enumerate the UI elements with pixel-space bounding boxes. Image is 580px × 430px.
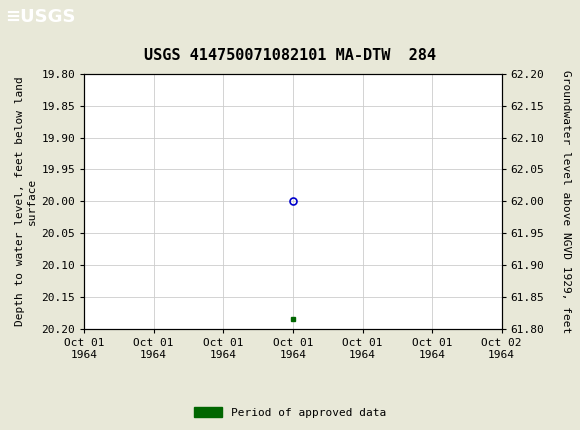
Y-axis label: Groundwater level above NGVD 1929, feet: Groundwater level above NGVD 1929, feet <box>561 70 571 333</box>
Text: ≡USGS: ≡USGS <box>5 9 75 27</box>
Y-axis label: Depth to water level, feet below land
surface: Depth to water level, feet below land su… <box>14 77 37 326</box>
Text: USGS 414750071082101 MA-DTW  284: USGS 414750071082101 MA-DTW 284 <box>144 48 436 63</box>
Legend: Period of approved data: Period of approved data <box>190 403 390 422</box>
